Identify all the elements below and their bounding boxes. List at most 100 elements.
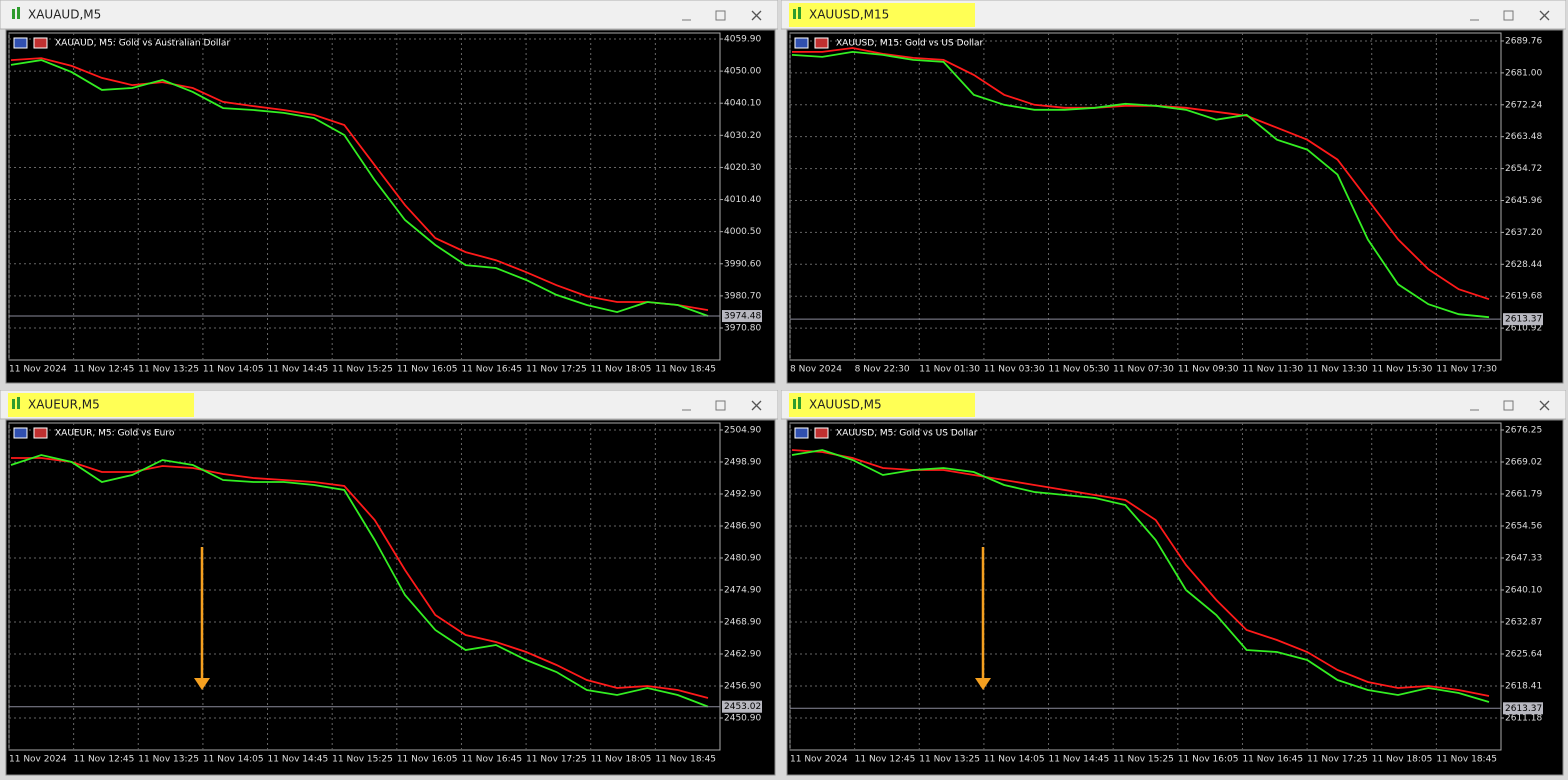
y-tick-label: 2676.25 [1505, 425, 1542, 435]
y-tick-label: 2610.92 [1505, 324, 1542, 334]
window-icon [793, 399, 796, 409]
y-tick-label: 2504.90 [724, 425, 761, 435]
chart-area [5, 29, 776, 384]
y-tick-label: 4020.30 [724, 163, 761, 173]
y-tick-label: 2611.18 [1505, 713, 1542, 723]
y-tick-label: 2681.00 [1505, 68, 1542, 78]
x-tick-label: 11 Nov 01:30 [919, 365, 980, 375]
last-price-label: 2453.02 [724, 702, 761, 712]
maximize-button[interactable] [715, 10, 726, 21]
window-icon [12, 9, 15, 19]
maximize-button[interactable] [1503, 10, 1514, 21]
plot-frame [789, 422, 1502, 751]
chart-window: XAUEUR,M5 2504.90 2498.90 2492.90 2486.90 248… [0, 390, 778, 776]
chart-window: XAUAUD,M5 4059.90 4050.00 4040.10 4030.20 402… [0, 0, 778, 384]
chart-subtitle: XAUUSD, M5: Gold vs US Dollar [836, 429, 978, 439]
y-tick-label: 2468.90 [724, 617, 761, 627]
y-tick-label: 2661.79 [1505, 489, 1542, 499]
x-tick-label: 8 Nov 2024 [790, 365, 842, 375]
chart-subtitle: XAUEUR, M5: Gold vs Euro [55, 429, 175, 439]
y-tick-label: 2663.48 [1505, 132, 1542, 142]
x-tick-label: 11 Nov 2024 [9, 755, 67, 765]
x-tick-label: 11 Nov 09:30 [1178, 365, 1239, 375]
y-tick-label: 2498.90 [724, 457, 761, 467]
x-tick-label: 11 Nov 14:05 [203, 755, 264, 765]
maximize-button[interactable] [715, 400, 726, 411]
x-tick-label: 11 Nov 2024 [9, 365, 67, 375]
window-icon [798, 397, 801, 409]
y-tick-label: 4040.10 [724, 99, 761, 109]
x-tick-label: 11 Nov 18:45 [1436, 755, 1497, 765]
y-tick-label: 2619.68 [1505, 292, 1542, 302]
y-tick-label: 2474.90 [724, 585, 761, 595]
chart-icon [33, 427, 48, 439]
ma-line [11, 457, 709, 699]
y-tick-label: 2450.90 [724, 713, 761, 723]
x-tick-label: 11 Nov 14:05 [203, 365, 264, 375]
x-tick-label: 11 Nov 16:05 [1178, 755, 1239, 765]
y-tick-label: 2618.41 [1505, 681, 1542, 691]
last-price-box [722, 310, 762, 323]
window-title: XAUEUR,M5 [28, 398, 100, 412]
chart-window: XAUUSD,M15 2689.76 2681.00 2672.24 2663.48 26… [781, 0, 1566, 384]
x-tick-label: 11 Nov 13:25 [138, 365, 199, 375]
y-tick-label: 2625.64 [1505, 649, 1542, 659]
x-tick-label: 11 Nov 17:25 [1307, 755, 1368, 765]
last-price-label: 2613.37 [1505, 315, 1542, 325]
window-title: XAUUSD,M5 [809, 398, 882, 412]
close-button[interactable] [751, 400, 762, 411]
ma-line [791, 449, 1490, 697]
last-price-box [722, 700, 762, 713]
y-tick-label: 2669.02 [1505, 457, 1542, 467]
chart-area [5, 419, 776, 776]
chart-subtitle: XAUAUD, M5: Gold vs Australian Dollar [55, 39, 230, 49]
x-tick-label: 11 Nov 15:25 [332, 755, 393, 765]
x-tick-label: 11 Nov 15:30 [1372, 365, 1433, 375]
y-tick-label: 4030.20 [724, 131, 761, 141]
x-tick-label: 11 Nov 16:05 [397, 365, 458, 375]
y-tick-label: 2654.56 [1505, 521, 1542, 531]
x-tick-label: 11 Nov 17:25 [526, 755, 587, 765]
y-tick-label: 4010.40 [724, 195, 761, 205]
y-tick-label: 2480.90 [724, 553, 761, 563]
x-tick-label: 11 Nov 16:45 [461, 365, 522, 375]
window-icon [793, 9, 796, 19]
x-tick-label: 11 Nov 13:25 [138, 755, 199, 765]
y-tick-label: 2486.90 [724, 521, 761, 531]
annotation-arrowhead [975, 678, 991, 690]
x-tick-label: 11 Nov 03:30 [984, 365, 1045, 375]
x-tick-label: 11 Nov 18:05 [1372, 755, 1433, 765]
price-line [10, 59, 709, 317]
maximize-button[interactable] [1503, 400, 1514, 411]
last-price-label: 3974.48 [724, 312, 761, 322]
x-tick-label: 11 Nov 11:30 [1242, 365, 1303, 375]
close-button[interactable] [751, 10, 762, 21]
title-bar [0, 0, 778, 30]
x-tick-label: 11 Nov 12:45 [74, 365, 135, 375]
x-tick-label: 11 Nov 14:45 [268, 365, 329, 375]
y-tick-label: 4000.50 [724, 227, 761, 237]
x-tick-label: 11 Nov 07:30 [1113, 365, 1174, 375]
title-highlight [8, 393, 194, 417]
x-tick-label: 11 Nov 16:05 [397, 755, 458, 765]
x-tick-label: 11 Nov 18:05 [591, 365, 652, 375]
y-tick-label: 4050.00 [724, 67, 761, 77]
plot-frame [789, 32, 1502, 361]
x-tick-label: 11 Nov 18:45 [655, 365, 716, 375]
chart-area [786, 29, 1564, 384]
window-icon [12, 399, 15, 409]
close-button[interactable] [1539, 10, 1550, 21]
x-tick-label: 11 Nov 15:25 [332, 365, 393, 375]
y-tick-label: 3990.60 [724, 259, 761, 269]
flag-icon [794, 37, 809, 49]
y-tick-label: 2637.20 [1505, 228, 1542, 238]
close-button[interactable] [1539, 400, 1550, 411]
chart-icon [814, 37, 829, 49]
y-tick-label: 4059.90 [724, 35, 761, 45]
x-tick-label: 11 Nov 18:45 [655, 755, 716, 765]
window-icon [798, 7, 801, 19]
plot-frame [8, 422, 721, 751]
chart-window: XAUUSD,M5 2676.25 2669.02 2661.79 2654.56 264… [781, 390, 1566, 776]
window-icon [17, 7, 20, 19]
y-tick-label: 2672.24 [1505, 100, 1542, 110]
